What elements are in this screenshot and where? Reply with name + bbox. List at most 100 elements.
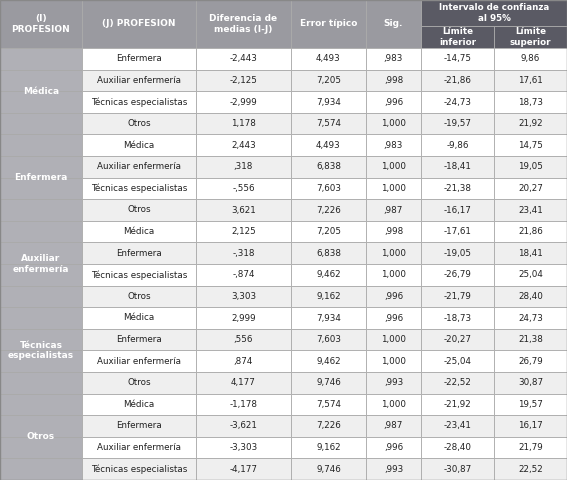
Text: 14,75: 14,75 <box>518 141 543 150</box>
Text: ,556: ,556 <box>234 335 253 344</box>
Bar <box>421 286 494 307</box>
Bar <box>421 307 494 329</box>
Bar <box>291 91 366 113</box>
Text: 9,162: 9,162 <box>316 292 341 301</box>
Text: -16,17: -16,17 <box>443 205 471 215</box>
Text: Médica: Médica <box>124 313 155 323</box>
Bar <box>0 134 82 156</box>
Text: Médica: Médica <box>23 87 59 96</box>
Bar <box>366 113 421 134</box>
Text: 1,000: 1,000 <box>381 249 406 258</box>
Bar <box>494 415 567 437</box>
Text: ,996: ,996 <box>384 443 403 452</box>
Text: Técnicas especialistas: Técnicas especialistas <box>91 184 187 193</box>
Bar <box>494 329 567 350</box>
Bar <box>82 458 196 480</box>
Text: 9,462: 9,462 <box>316 270 341 279</box>
Text: Error típico: Error típico <box>300 20 357 28</box>
Text: Técnicas
especialistas: Técnicas especialistas <box>8 341 74 360</box>
Text: 16,17: 16,17 <box>518 421 543 431</box>
Text: -14,75: -14,75 <box>443 54 472 63</box>
Bar <box>421 134 494 156</box>
Text: 9,746: 9,746 <box>316 378 341 387</box>
Text: Auxiliar enfermería: Auxiliar enfermería <box>97 443 181 452</box>
Bar <box>366 199 421 221</box>
Text: ,983: ,983 <box>384 141 403 150</box>
Bar <box>494 156 567 178</box>
Text: -3,621: -3,621 <box>230 421 257 431</box>
Text: -,874: -,874 <box>232 270 255 279</box>
Text: ,987: ,987 <box>384 205 403 215</box>
Bar <box>196 458 291 480</box>
Bar <box>494 350 567 372</box>
Bar <box>0 156 82 178</box>
Bar <box>82 113 196 134</box>
Text: 19,57: 19,57 <box>518 400 543 409</box>
Bar <box>196 0 291 48</box>
Text: 7,574: 7,574 <box>316 400 341 409</box>
Bar <box>291 329 366 350</box>
Bar <box>291 0 366 48</box>
Text: Enfermera: Enfermera <box>116 421 162 431</box>
Bar <box>196 91 291 113</box>
Text: Otros: Otros <box>27 432 55 441</box>
Text: -,556: -,556 <box>232 184 255 193</box>
Bar <box>421 91 494 113</box>
Bar <box>0 221 82 307</box>
Bar <box>366 221 421 242</box>
Text: Técnicas especialistas: Técnicas especialistas <box>91 465 187 474</box>
Bar <box>366 134 421 156</box>
Bar <box>196 286 291 307</box>
Bar <box>421 221 494 242</box>
Bar <box>0 48 82 134</box>
Bar <box>494 48 567 70</box>
Text: 1,000: 1,000 <box>381 357 406 366</box>
Text: -1,178: -1,178 <box>230 400 257 409</box>
Bar <box>494 437 567 458</box>
Text: Otros: Otros <box>127 378 151 387</box>
Bar <box>0 242 82 264</box>
Bar <box>82 286 196 307</box>
Bar <box>291 307 366 329</box>
Bar <box>0 70 82 91</box>
Bar <box>494 178 567 199</box>
Bar <box>421 199 494 221</box>
Text: 21,38: 21,38 <box>518 335 543 344</box>
Text: 9,86: 9,86 <box>521 54 540 63</box>
Text: Otros: Otros <box>127 119 151 128</box>
Text: -22,52: -22,52 <box>443 378 471 387</box>
Text: 9,746: 9,746 <box>316 465 341 474</box>
Bar <box>366 242 421 264</box>
Bar <box>82 415 196 437</box>
Bar <box>0 307 82 329</box>
Bar <box>421 394 494 415</box>
Text: -17,61: -17,61 <box>443 227 471 236</box>
Text: -30,87: -30,87 <box>443 465 472 474</box>
Text: Sig.: Sig. <box>384 20 403 28</box>
Bar <box>196 329 291 350</box>
Text: 7,205: 7,205 <box>316 227 341 236</box>
Bar <box>196 350 291 372</box>
Text: 23,41: 23,41 <box>518 205 543 215</box>
Bar <box>82 264 196 286</box>
Text: 7,934: 7,934 <box>316 313 341 323</box>
Text: 1,000: 1,000 <box>381 335 406 344</box>
Text: -24,73: -24,73 <box>443 97 472 107</box>
Bar <box>291 458 366 480</box>
Bar <box>494 458 567 480</box>
Bar <box>0 437 82 458</box>
Text: ,318: ,318 <box>234 162 253 171</box>
Bar <box>196 178 291 199</box>
Text: -21,38: -21,38 <box>443 184 472 193</box>
Bar <box>291 156 366 178</box>
Text: 21,79: 21,79 <box>518 443 543 452</box>
Bar <box>291 264 366 286</box>
Bar <box>196 415 291 437</box>
Bar <box>0 113 82 134</box>
Bar <box>0 394 82 480</box>
Text: 3,303: 3,303 <box>231 292 256 301</box>
Bar <box>291 372 366 394</box>
Bar <box>366 264 421 286</box>
Text: ,983: ,983 <box>384 54 403 63</box>
Bar <box>291 221 366 242</box>
